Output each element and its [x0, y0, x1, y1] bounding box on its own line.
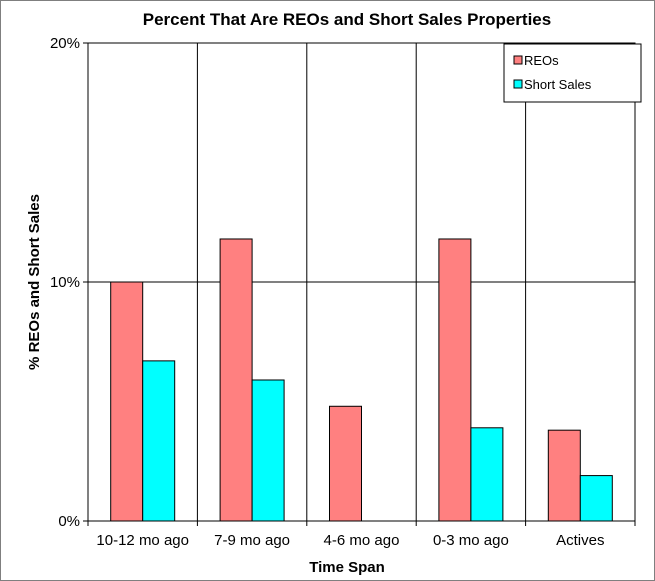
- x-tick-label: 4-6 mo ago: [324, 532, 400, 549]
- x-tick-label: 10-12 mo ago: [96, 532, 189, 549]
- x-tick-label: 7-9 mo ago: [214, 532, 290, 549]
- bar-short-sales: [470, 427, 504, 522]
- legend-label: Short Sales: [524, 77, 592, 92]
- legend-swatch: [513, 79, 523, 89]
- y-tick-label: 20%: [50, 35, 80, 52]
- bar-reos: [219, 238, 253, 522]
- plot-area: [87, 42, 636, 522]
- x-axis-ticks: 10-12 mo ago 7-9 mo ago 4-6 mo ago 0-3 mo a…: [87, 521, 636, 549]
- legend-label: REOs: [524, 53, 559, 68]
- y-tick-label: 0%: [58, 513, 80, 530]
- bar-short-sales: [579, 475, 613, 522]
- bar-short-sales: [142, 360, 176, 522]
- legend-box: [503, 43, 642, 103]
- y-axis-ticks: 0% 10% 20%: [50, 35, 88, 530]
- x-axis-label: Time Span: [309, 559, 385, 576]
- x-tick-label: 0-3 mo ago: [433, 532, 509, 549]
- bar-reos: [329, 405, 362, 522]
- bar-short-sales: [251, 379, 285, 522]
- category-separators: [196, 43, 527, 521]
- bar-reos: [547, 429, 581, 522]
- y-axis-label: % REOs and Short Sales: [26, 194, 43, 370]
- legend-swatch: [513, 55, 523, 65]
- y-tick-label: 10%: [50, 274, 80, 291]
- chart-title: Percent That Are REOs and Short Sales Pr…: [143, 10, 551, 29]
- x-tick-label: Actives: [556, 532, 604, 549]
- legend: REOs Short Sales: [503, 43, 642, 103]
- bar-reos: [110, 281, 144, 522]
- bar-reos: [438, 238, 472, 522]
